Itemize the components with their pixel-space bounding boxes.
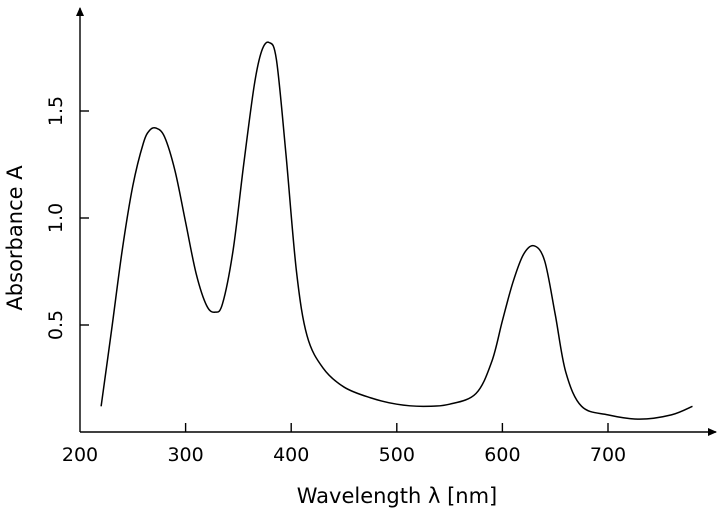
y-axis-label: Absorbance A xyxy=(3,165,27,311)
y-ticks: 0.5 1.0 1.5 xyxy=(45,96,89,340)
x-tick-label: 500 xyxy=(379,444,415,466)
absorbance-spectrum-line xyxy=(100,41,693,420)
x-tick-label: 700 xyxy=(590,444,626,466)
x-ticks: 200 300 400 500 600 700 xyxy=(62,423,626,466)
x-tick-label: 600 xyxy=(484,444,520,466)
y-tick-label: 1.0 xyxy=(45,203,67,233)
x-tick-label: 300 xyxy=(167,444,203,466)
y-tick-label: 1.5 xyxy=(45,96,67,126)
x-tick-label: 400 xyxy=(273,444,309,466)
y-tick-label: 0.5 xyxy=(45,310,67,340)
x-axis-label: Wavelength λ [nm] xyxy=(297,484,498,508)
x-tick-label: 200 xyxy=(62,444,98,466)
